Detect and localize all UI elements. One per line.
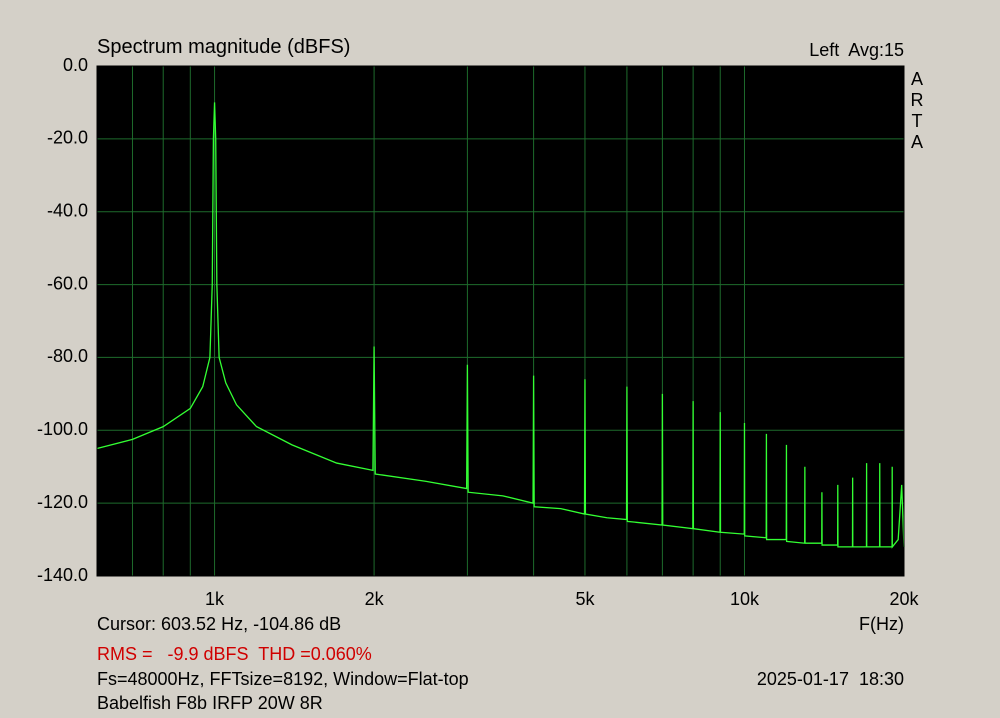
date: 2025-01-17 18:30 [756,669,904,689]
brand: ARTA [907,69,927,153]
x-tick-label: 20k [889,589,919,609]
info: Fs=48000Hz, FFTsize=8192, Window=Flat-to… [97,669,469,689]
y-tick-label: -100.0 [37,419,88,439]
rms: RMS = -9.9 dBFS THD =0.060% [97,644,372,664]
spectrum-line [96,102,905,549]
plot-area [97,66,904,576]
y-tick-label: 0.0 [63,55,88,75]
y-tick-label: -40.0 [47,200,88,220]
x-tick-label: 2k [365,589,385,609]
chart-title: Spectrum magnitude (dBFS) [97,36,351,58]
y-tick-label: -140.0 [37,565,88,585]
label: Babelfish F8b IRFP 20W 8R [97,693,323,713]
y-tick-label: -120.0 [37,492,88,512]
x-axis-label: F(Hz) [859,614,904,634]
channel: Left Avg:15 [809,40,904,60]
y-tick-label: -80.0 [47,346,88,366]
x-tick-label: 10k [730,589,760,609]
cursor: Cursor: 603.52 Hz, -104.86 dB [97,614,342,634]
y-tick-label: -20.0 [47,128,88,148]
y-tick-label: -60.0 [47,273,88,293]
x-tick-label: 5k [575,589,595,609]
x-tick-label: 1k [205,589,225,609]
plot-border [96,65,905,577]
